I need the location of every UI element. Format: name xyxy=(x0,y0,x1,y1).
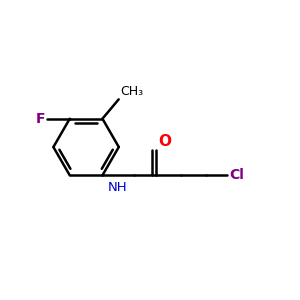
Text: O: O xyxy=(158,134,171,148)
Text: CH₃: CH₃ xyxy=(120,85,143,98)
Text: NH: NH xyxy=(108,181,128,194)
Text: Cl: Cl xyxy=(229,168,244,182)
Text: F: F xyxy=(36,112,46,126)
